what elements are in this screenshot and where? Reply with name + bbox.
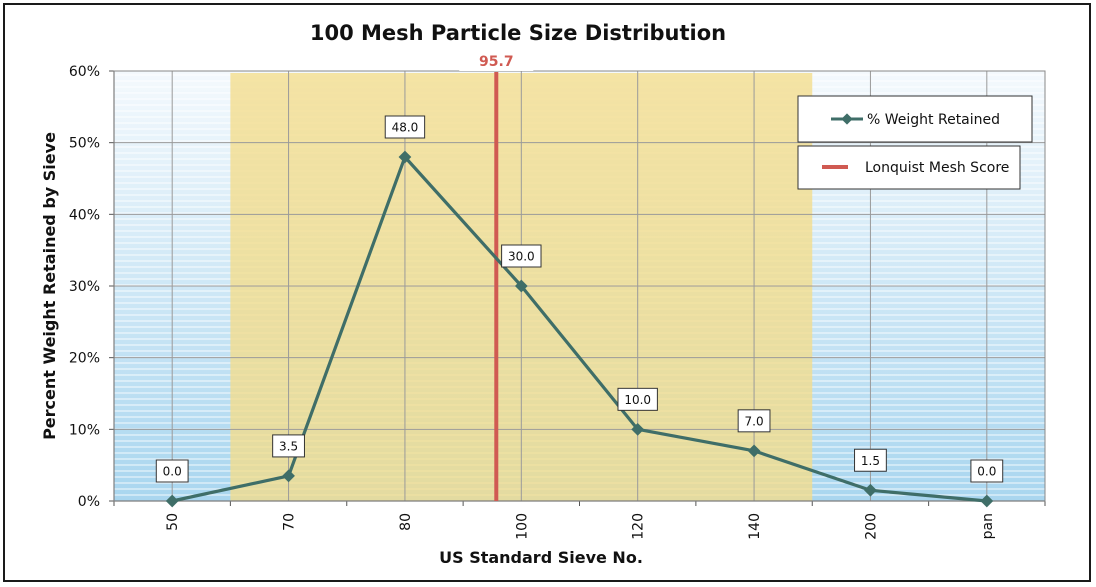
mesh-score-label: 95.7 (479, 54, 514, 70)
data-label-box (970, 459, 1004, 483)
data-labels: 0.0 3.5 48.0 30.0 10.0 7.0 1.5 0.0 (155, 115, 1004, 483)
data-label: 1.5 (861, 454, 880, 468)
data-point (165, 494, 179, 508)
data-label: 30.0 (508, 250, 535, 264)
data-label: 48.0 (392, 121, 419, 135)
y-tick-label: 50% (69, 136, 100, 152)
x-tick-label: 80 (398, 513, 414, 531)
data-label-box (501, 244, 542, 268)
data-label-box (384, 115, 426, 139)
data-label: 3.5 (279, 439, 298, 453)
data-point (398, 150, 412, 164)
data-label-box (737, 409, 771, 433)
data-label-box (155, 459, 189, 483)
y-tick-label: 30% (69, 279, 100, 295)
x-tick-label: 100 (514, 513, 530, 540)
y-tick-label: 60% (69, 64, 100, 80)
mesh-score-label-box (459, 50, 534, 71)
data-label-box (854, 448, 887, 472)
data-label-box (617, 387, 658, 411)
legend: % Weight Retained Lonquist Mesh Score (797, 95, 1033, 190)
data-label: 0.0 (977, 465, 996, 479)
y-tick-labels: 0% 10% 20% 30% 40% 50% 60% (69, 64, 100, 510)
x-tick-labels: 50 70 80 100 120 140 200 pan (165, 513, 996, 540)
data-label-box (272, 434, 305, 458)
data-point (282, 469, 295, 483)
x-axis-title: US Standard Sieve No. (439, 548, 643, 567)
data-label: 10.0 (624, 393, 651, 407)
x-tick-label: 120 (631, 513, 647, 540)
x-tick-label: pan (980, 513, 996, 539)
chart-title: 100 Mesh Particle Size Distribution (310, 21, 726, 45)
x-tick-label: 70 (282, 513, 298, 531)
y-tick-label: 0% (78, 494, 100, 510)
legend-reference-label: Lonquist Mesh Score (865, 160, 1009, 176)
weight-retained-line (171, 155, 987, 503)
y-axis-title: Percent Weight Retained by Sieve (40, 132, 59, 440)
x-tick-label: 50 (165, 513, 181, 531)
data-label: 0.0 (163, 465, 182, 479)
data-label: 7.0 (745, 414, 764, 428)
major-gridlines (109, 70, 1045, 502)
y-tick-label: 40% (69, 207, 100, 223)
y-tick-label: 20% (69, 351, 100, 367)
x-tick-label: 200 (863, 513, 879, 540)
x-tick-label: 140 (747, 513, 763, 540)
y-tick-label: 10% (69, 422, 100, 438)
legend-series-label: % Weight Retained (867, 112, 1000, 128)
plot-border (113, 70, 1046, 502)
